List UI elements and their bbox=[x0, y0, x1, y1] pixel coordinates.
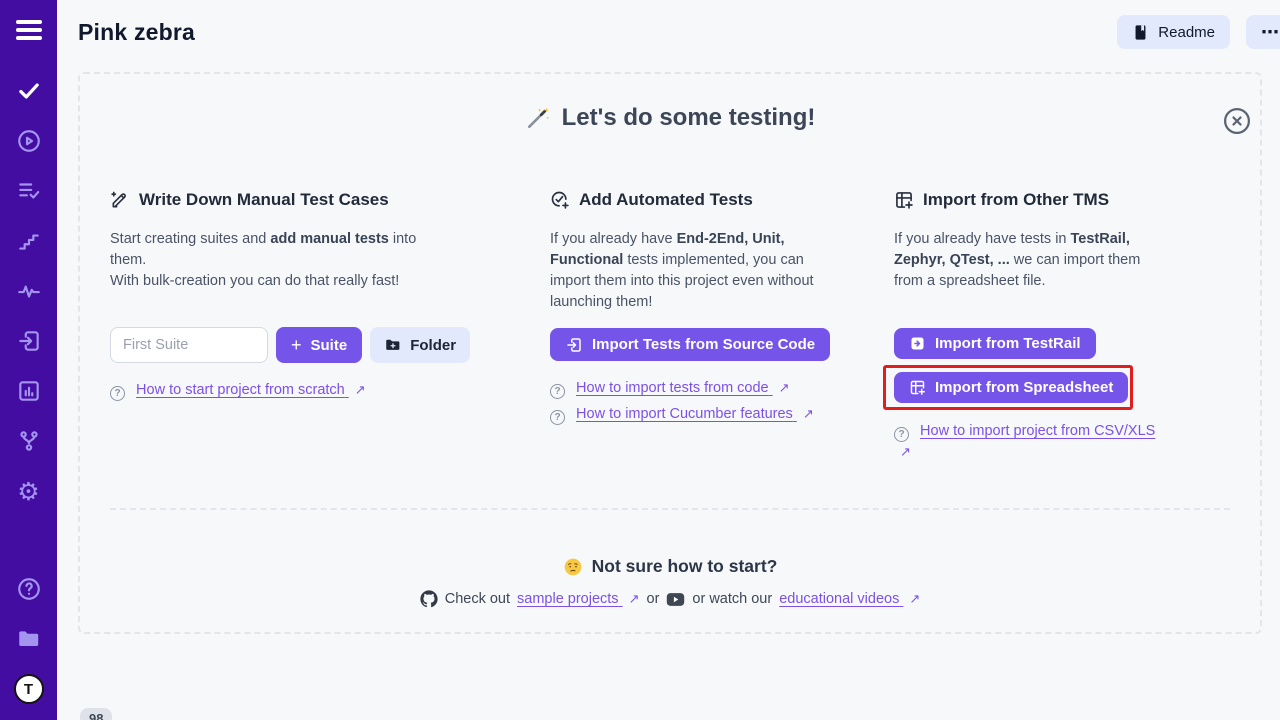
activity-icon bbox=[17, 285, 40, 298]
ellipsis-icon: ⋯ bbox=[1261, 21, 1279, 42]
count-badge[interactable]: 98 bbox=[80, 708, 113, 720]
footer-heading: Not sure how to start? bbox=[591, 556, 778, 576]
import-source-code-button[interactable]: Import Tests from Source Code bbox=[550, 328, 831, 361]
panel-title: Let's do some testing! bbox=[561, 104, 816, 131]
testomat-logo[interactable]: T bbox=[0, 664, 57, 714]
folder-icon bbox=[18, 631, 38, 647]
sidebar-item-settings[interactable]: ⚙ bbox=[0, 466, 57, 516]
column-heading: Import from Other TMS bbox=[923, 190, 1110, 209]
external-link-icon: ↗ bbox=[778, 380, 790, 395]
footer-text: or bbox=[646, 591, 660, 607]
import-icon bbox=[18, 331, 39, 351]
menu-button[interactable] bbox=[0, 6, 57, 54]
thinking-face-icon bbox=[564, 558, 581, 575]
magic-wand-icon bbox=[527, 107, 549, 128]
sidebar-item-runs[interactable] bbox=[0, 116, 57, 166]
link-import-cucumber-features[interactable]: How to import Cucumber features ↗ bbox=[576, 406, 814, 422]
column-description: If you already have End-2End, Unit, Func… bbox=[550, 231, 814, 310]
first-suite-input[interactable] bbox=[110, 327, 268, 363]
table-plus-icon bbox=[896, 192, 913, 209]
question-circle-icon: ? bbox=[550, 384, 565, 399]
column-automated-tests: Add Automated Tests If you already have … bbox=[550, 190, 850, 425]
add-folder-button[interactable]: Folder bbox=[370, 327, 471, 363]
import-testrail-button[interactable]: Import from TestRail bbox=[894, 328, 1096, 359]
youtube-icon bbox=[667, 592, 685, 606]
check-icon bbox=[18, 83, 39, 99]
sidebar-item-projects[interactable] bbox=[0, 614, 57, 664]
play-circle-icon bbox=[17, 130, 40, 152]
footer-text: or watch our bbox=[692, 591, 773, 607]
column-description: Start creating suites and add manual tes… bbox=[110, 231, 417, 289]
sidebar-item-analytics[interactable] bbox=[0, 366, 57, 416]
external-link-icon: ↗ bbox=[909, 591, 921, 606]
dashed-separator bbox=[110, 508, 1230, 510]
column-heading: Write Down Manual Test Cases bbox=[139, 190, 389, 209]
close-panel-button[interactable] bbox=[1222, 106, 1252, 136]
footer-text: Check out bbox=[444, 591, 511, 607]
page-title: Pink zebra bbox=[78, 18, 196, 45]
add-suite-button[interactable]: + Suite bbox=[276, 327, 363, 363]
sidebar-item-branches[interactable] bbox=[0, 416, 57, 466]
square-arrow-icon bbox=[911, 337, 924, 350]
import-code-icon bbox=[567, 337, 581, 352]
question-circle-icon: ? bbox=[110, 386, 125, 401]
import-spreadsheet-button[interactable]: Import from Spreadsheet bbox=[894, 372, 1129, 403]
more-button[interactable]: ⋯ bbox=[1246, 15, 1280, 49]
gear-icon: ⚙ bbox=[17, 476, 40, 506]
onboarding-panel: Let's do some testing! Write Down Manual… bbox=[78, 72, 1262, 634]
close-icon bbox=[1224, 108, 1250, 134]
column-heading: Add Automated Tests bbox=[579, 190, 753, 209]
question-circle-icon: ? bbox=[894, 427, 909, 442]
logo-letter: T bbox=[13, 674, 44, 704]
external-link-icon: ↗ bbox=[354, 382, 366, 397]
bar-chart-icon bbox=[18, 381, 39, 401]
link-import-tests-from-code[interactable]: How to import tests from code ↗ bbox=[576, 380, 790, 396]
external-link-icon: ↗ bbox=[802, 406, 814, 421]
folder-plus-icon bbox=[386, 339, 400, 350]
stairs-icon bbox=[18, 234, 39, 250]
link-start-from-scratch[interactable]: How to start project from scratch ↗ bbox=[136, 382, 366, 398]
external-link-icon: ↗ bbox=[900, 444, 911, 459]
book-icon bbox=[1135, 24, 1146, 40]
pencil-plus-icon bbox=[111, 191, 126, 208]
sidebar-item-steps[interactable] bbox=[0, 216, 57, 266]
annotation-highlight: Import from Spreadsheet bbox=[883, 365, 1133, 410]
sidebar-item-tests[interactable] bbox=[0, 66, 57, 116]
circle-check-plus-icon bbox=[551, 191, 569, 209]
link-educational-videos[interactable]: educational videos ↗ bbox=[779, 591, 921, 607]
readme-button[interactable]: Readme bbox=[1117, 15, 1230, 49]
external-link-icon: ↗ bbox=[628, 591, 640, 606]
link-import-csv-xls[interactable]: How to import project from CSV/XLS ↗ bbox=[900, 423, 1156, 459]
sidebar-item-import[interactable] bbox=[0, 316, 57, 366]
sidebar-item-run-queue[interactable] bbox=[0, 166, 57, 216]
sidebar: ⚙ T bbox=[0, 0, 57, 720]
github-icon bbox=[420, 590, 438, 608]
sidebar-item-pulse[interactable] bbox=[0, 266, 57, 316]
git-branch-icon bbox=[19, 431, 38, 451]
list-check-icon bbox=[18, 183, 39, 199]
link-sample-projects[interactable]: sample projects ↗ bbox=[517, 591, 640, 607]
sidebar-item-help[interactable] bbox=[0, 564, 57, 614]
column-manual-tests: Write Down Manual Test Cases Start creat… bbox=[110, 190, 472, 401]
column-description: If you already have tests in TestRail, Z… bbox=[894, 231, 1141, 289]
hamburger-icon bbox=[15, 20, 42, 40]
page-header: Pink zebra Readme ⋯ bbox=[57, 0, 1280, 64]
table-plus-icon bbox=[910, 380, 925, 395]
plus-icon: + bbox=[291, 335, 302, 355]
question-circle-icon: ? bbox=[550, 410, 565, 425]
help-circle-icon bbox=[17, 578, 40, 600]
column-import-tms: Import from Other TMS If you already hav… bbox=[883, 190, 1166, 462]
readme-label: Readme bbox=[1158, 23, 1215, 41]
